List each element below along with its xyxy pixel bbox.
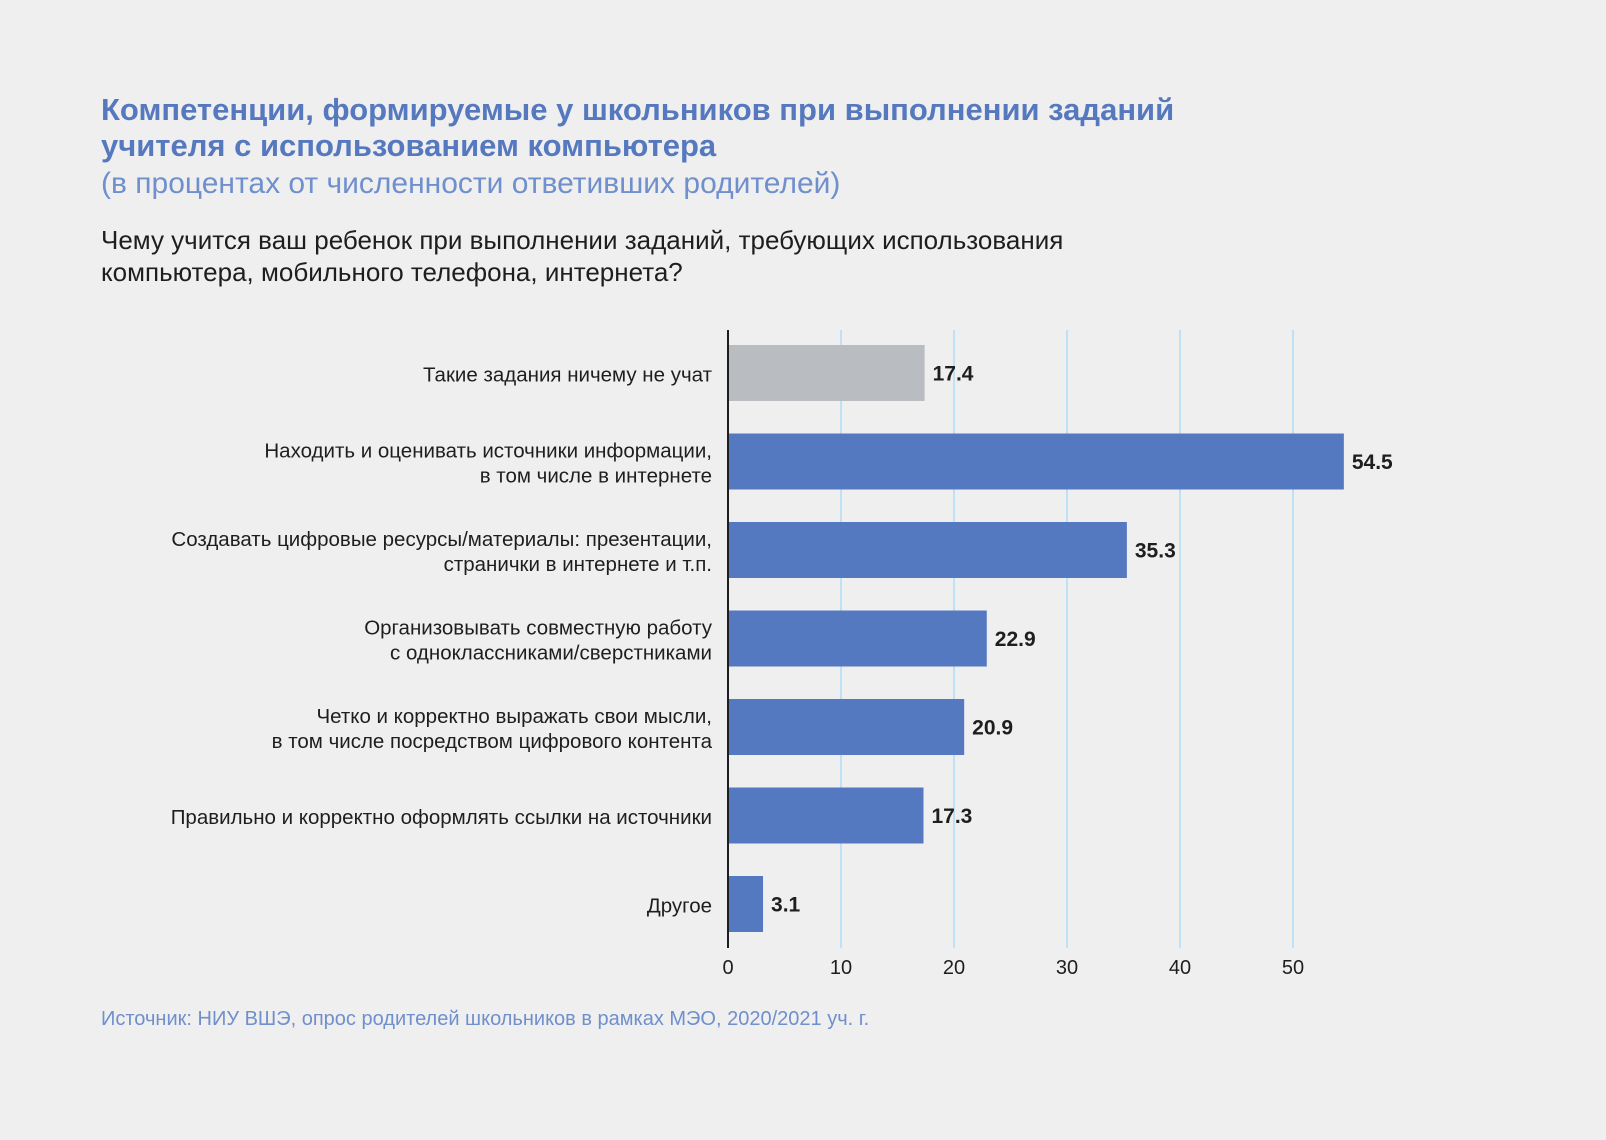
category-label-1: Такие задания ничему не учат <box>423 363 713 386</box>
x-tick-label-0: 0 <box>722 957 733 979</box>
bar-chart: 17.4 Такие задания ничему не учат 54.5 Нахо… <box>171 330 1393 979</box>
category-label-4-line-1: Организовывать совместную работу <box>364 616 713 639</box>
bar-4 <box>728 610 987 667</box>
bar-2 <box>728 433 1344 490</box>
value-label-3: 35.3 <box>1135 540 1176 563</box>
x-tick-label-40: 40 <box>1169 957 1191 979</box>
bar-1 <box>728 345 925 401</box>
value-label-6: 17.3 <box>931 805 972 828</box>
value-label-2: 54.5 <box>1352 451 1393 474</box>
category-label-5-line-2: в том числе посредством цифрового контен… <box>272 730 713 753</box>
chart-title: Компетенции, формируемые у школьников пр… <box>101 92 1401 164</box>
x-tick-label-30: 30 <box>1056 957 1078 979</box>
category-label-5-line-1: Четко и корректно выражать свои мысли, <box>316 705 712 728</box>
value-label-5: 20.9 <box>972 717 1013 740</box>
bar-7 <box>728 876 764 932</box>
category-label-2-line-1: Находить и оценивать источники информаци… <box>264 439 712 462</box>
category-label-6: Правильно и корректно оформлять ссылки н… <box>171 806 712 829</box>
category-label-2-line-2: в том числе в интернете <box>480 464 712 487</box>
x-tick-label-20: 20 <box>943 957 965 979</box>
bar-3 <box>728 522 1127 578</box>
x-tick-label-10: 10 <box>830 957 852 979</box>
value-label-7: 3.1 <box>771 894 801 917</box>
x-tick-label-50: 50 <box>1282 957 1304 979</box>
value-label-4: 22.9 <box>995 628 1036 651</box>
survey-question-line-1: Чему учится ваш ребенок при выполнении з… <box>101 225 1064 255</box>
survey-question-line-2: компьютера, мобильного телефона, интерне… <box>101 257 683 287</box>
survey-question: Чему учится ваш ребенок при выполнении з… <box>101 224 1401 288</box>
bar-6 <box>728 787 924 844</box>
category-label-3-line-2: странички в интернете и т.п. <box>444 553 712 576</box>
category-label-3-line-1: Создавать цифровые ресурсы/материалы: пр… <box>171 528 712 551</box>
chart-title-line-2: учителя с использованием компьютера <box>101 128 717 163</box>
source-note: Источник: НИУ ВШЭ, опрос родителей школь… <box>101 1008 870 1030</box>
category-label-4-line-2: с одноклассниками/сверстниками <box>390 641 712 664</box>
bar-5 <box>728 699 965 755</box>
value-label-1: 17.4 <box>933 363 974 386</box>
category-label-7: Другое <box>647 894 712 917</box>
chart-title-line-1: Компетенции, формируемые у школьников пр… <box>101 92 1175 127</box>
chart-subtitle: (в процентах от численности ответивших р… <box>101 167 841 200</box>
